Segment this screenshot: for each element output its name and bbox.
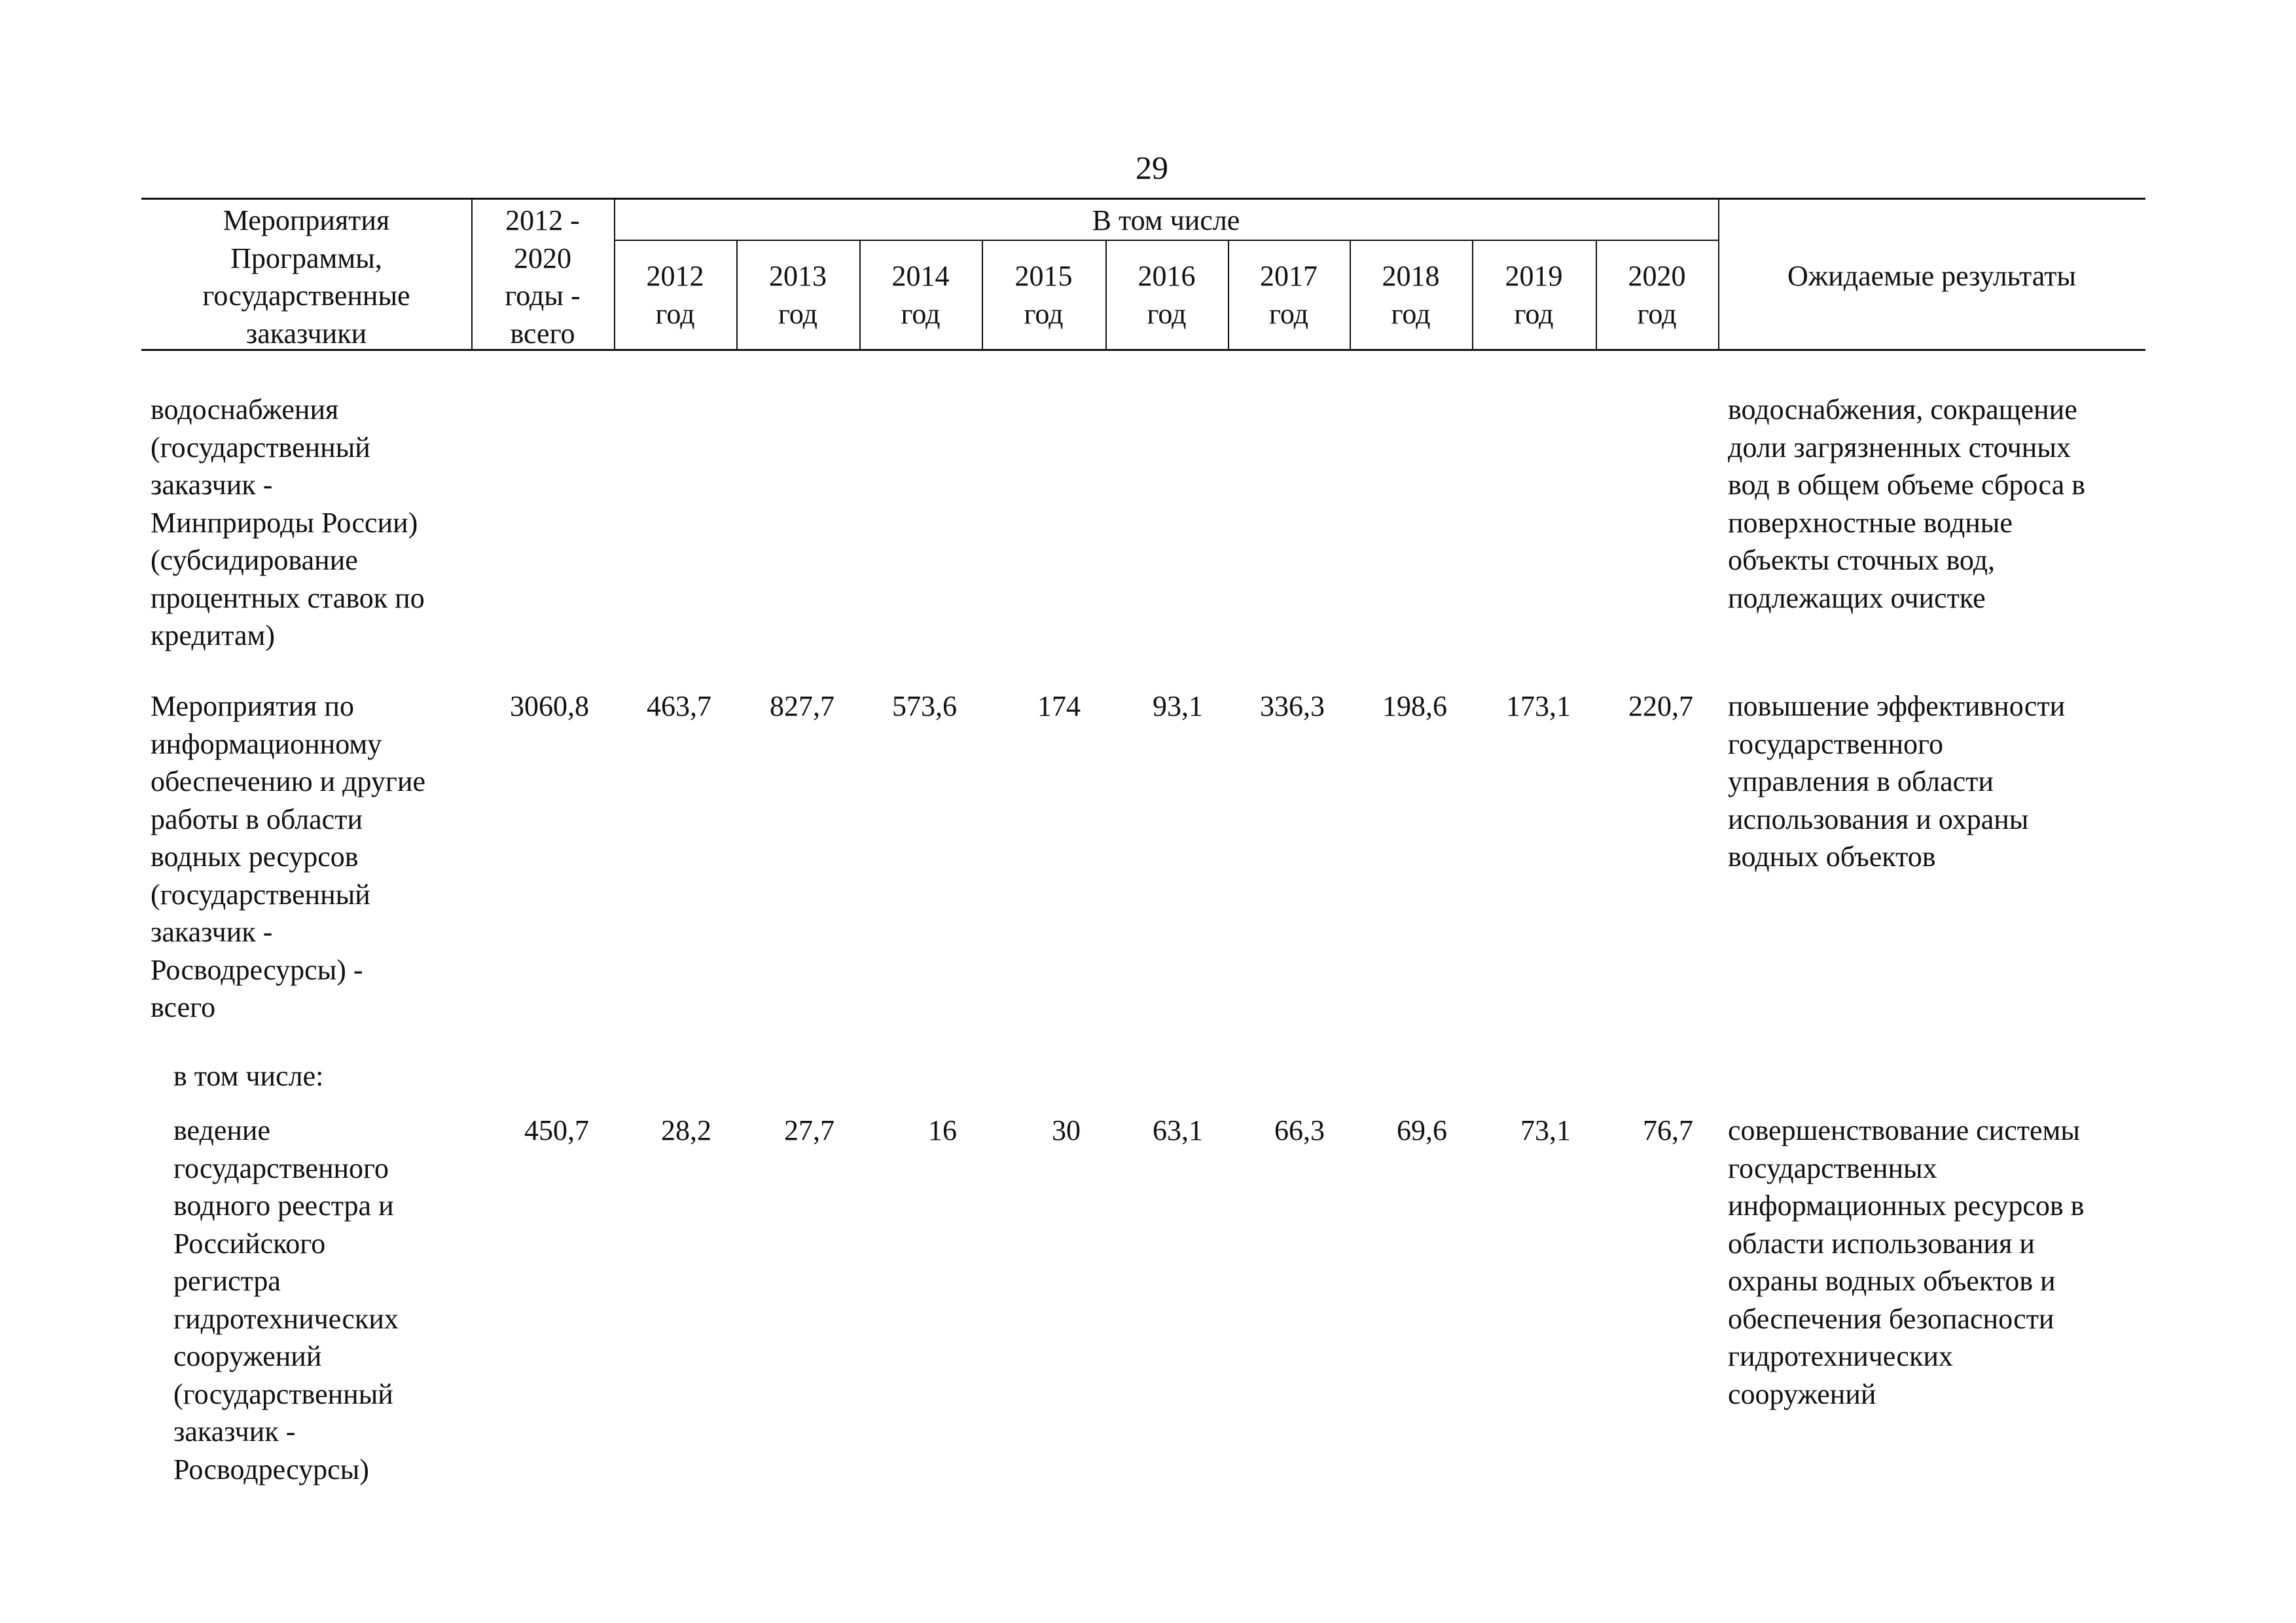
year-value-cell: 93,1 <box>1153 690 1203 722</box>
column-divider <box>1718 199 1719 350</box>
header-year: 2013 год <box>769 260 827 330</box>
top-rule <box>141 198 2145 200</box>
column-divider <box>736 240 738 350</box>
column-divider <box>614 199 615 350</box>
page-number: 29 <box>1136 149 1168 186</box>
column-divider <box>1228 240 1229 350</box>
column-divider <box>1350 240 1351 350</box>
year-value-cell: 173,1 <box>1506 690 1571 722</box>
header-activity: Мероприятия Программы, государственные з… <box>202 204 410 350</box>
activity-cell: ведение государственного водного реестра… <box>173 1114 399 1486</box>
header-total: 2012 - 2020 годы - всего <box>505 204 581 350</box>
year-value-cell: 16 <box>928 1114 957 1146</box>
results-cell: повышение эффективности государственного… <box>1728 690 2066 873</box>
header-results: Ожидаемые результаты <box>1787 260 2076 292</box>
year-value-cell: 827,7 <box>770 690 834 722</box>
year-value-cell: 30 <box>1052 1114 1081 1146</box>
results-cell: совершенствование системы государственны… <box>1728 1114 2085 1410</box>
year-value-cell: 336,3 <box>1260 690 1325 722</box>
year-value-cell: 573,6 <box>892 690 957 722</box>
year-value-cell: 463,7 <box>647 690 711 722</box>
header-year: 2020 год <box>1628 260 1686 330</box>
year-value-cell: 198,6 <box>1382 690 1447 722</box>
total-cell: 3060,8 <box>510 690 589 722</box>
header-year: 2012 год <box>646 260 704 330</box>
column-divider <box>859 240 861 350</box>
activity-cell: Мероприятия по информационному обеспечен… <box>151 690 426 1023</box>
year-value-cell: 174 <box>1037 690 1081 722</box>
year-value-cell: 28,2 <box>661 1114 711 1146</box>
subheader-rule <box>614 240 1718 241</box>
column-divider <box>1105 240 1107 350</box>
header-year: 2015 год <box>1014 260 1073 330</box>
header-year: 2017 год <box>1260 260 1318 330</box>
activity-cell: водоснабжения (государственный заказчик … <box>151 393 425 651</box>
column-divider <box>982 240 983 350</box>
total-cell: 450,7 <box>524 1114 589 1146</box>
year-value-cell: 69,6 <box>1397 1114 1447 1146</box>
year-value-cell: 66,3 <box>1274 1114 1325 1146</box>
year-value-cell: 27,7 <box>784 1114 834 1146</box>
year-value-cell: 73,1 <box>1520 1114 1571 1146</box>
year-value-cell: 76,7 <box>1643 1114 1693 1146</box>
header-year: 2019 год <box>1505 260 1563 330</box>
column-divider <box>471 199 473 350</box>
year-value-cell: 220,7 <box>1628 690 1693 722</box>
header-year: 2016 год <box>1138 260 1196 330</box>
header-including: В том числе <box>1092 204 1240 236</box>
column-divider <box>1596 240 1597 350</box>
header-year: 2014 год <box>891 260 950 330</box>
column-divider <box>1472 240 1473 350</box>
header-year: 2018 год <box>1382 260 1440 330</box>
header-bottom-rule <box>141 349 2145 351</box>
year-value-cell: 63,1 <box>1153 1114 1203 1146</box>
subtotal-label: в том числе: <box>173 1060 324 1092</box>
results-cell: водоснабжения, сокращение доли загрязнен… <box>1728 393 2085 614</box>
